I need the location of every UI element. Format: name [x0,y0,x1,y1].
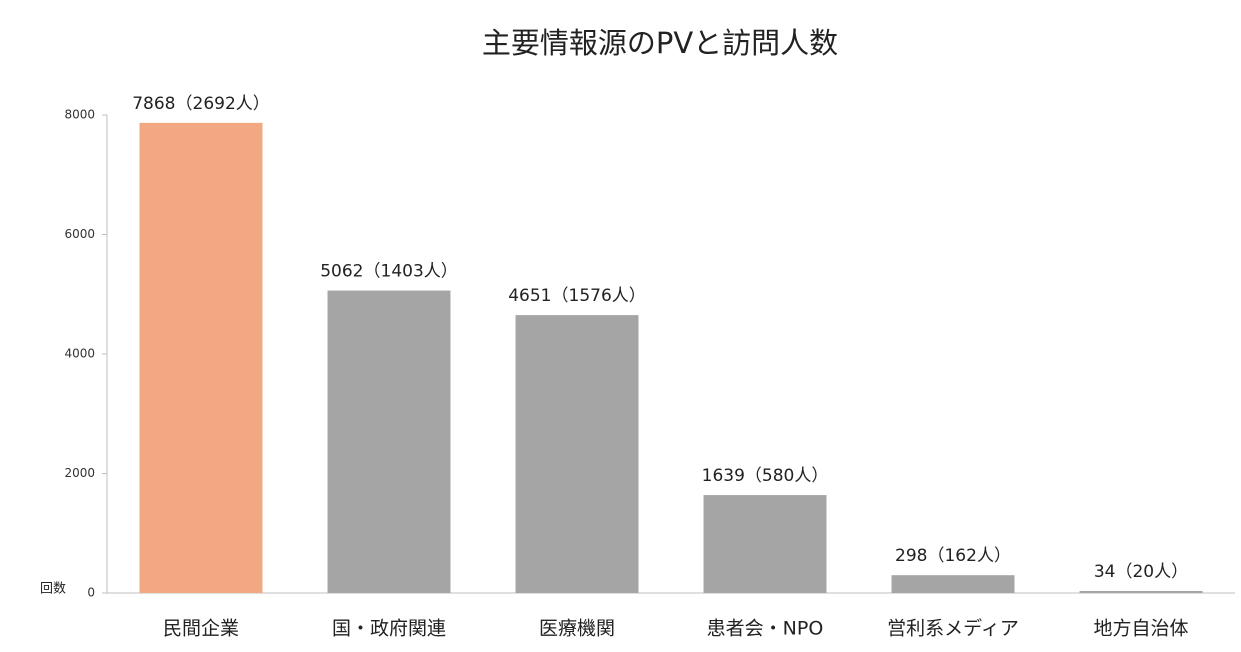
bar [703,495,827,593]
value-label: 7868（2692人） [132,94,270,114]
x-tick-label: 地方自治体 [1093,618,1188,640]
value-label: 34（20人） [1094,562,1188,582]
y-tick-label: 0 [87,586,95,600]
bar [891,575,1015,593]
value-label: 5062（1403人） [320,262,458,282]
value-label: 1639（580人） [702,466,829,486]
y-axis-label: 回数 [40,582,66,597]
y-tick-label: 6000 [64,227,95,241]
value-label: 4651（1576人） [508,286,646,306]
x-tick-label: 営利系メディア [887,618,1019,640]
x-tick-label: 民間企業 [163,618,239,640]
y-tick-label: 4000 [64,347,95,361]
y-tick-label: 2000 [64,466,95,480]
value-label: 298（162人） [895,546,1011,566]
x-tick-label: 患者会・NPO [707,618,824,640]
bar [139,122,263,594]
bar [327,290,451,593]
bar [1079,590,1203,593]
bar [515,315,639,593]
y-tick-label: 8000 [64,108,95,122]
x-tick-label: 医療機関 [539,618,615,640]
x-tick-label: 国・政府関連 [332,618,446,640]
chart-title: 主要情報源のPVと訪問人数 [482,26,838,60]
